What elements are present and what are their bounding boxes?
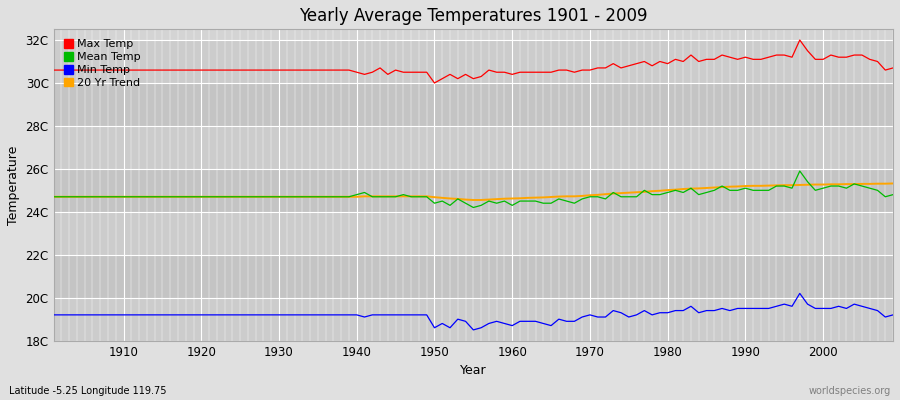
X-axis label: Year: Year: [460, 364, 487, 377]
Legend: Max Temp, Mean Temp, Min Temp, 20 Yr Trend: Max Temp, Mean Temp, Min Temp, 20 Yr Tre…: [59, 35, 145, 92]
Bar: [54, 298, 893, 341]
Y-axis label: Temperature: Temperature: [7, 145, 20, 225]
Bar: [54, 212, 893, 255]
Bar: [54, 255, 893, 298]
Bar: [54, 83, 893, 126]
Title: Yearly Average Temperatures 1901 - 2009: Yearly Average Temperatures 1901 - 2009: [299, 7, 648, 25]
Text: Latitude -5.25 Longitude 119.75: Latitude -5.25 Longitude 119.75: [9, 386, 166, 396]
Bar: [54, 169, 893, 212]
Bar: [54, 40, 893, 83]
Text: worldspecies.org: worldspecies.org: [809, 386, 891, 396]
Bar: [54, 126, 893, 169]
